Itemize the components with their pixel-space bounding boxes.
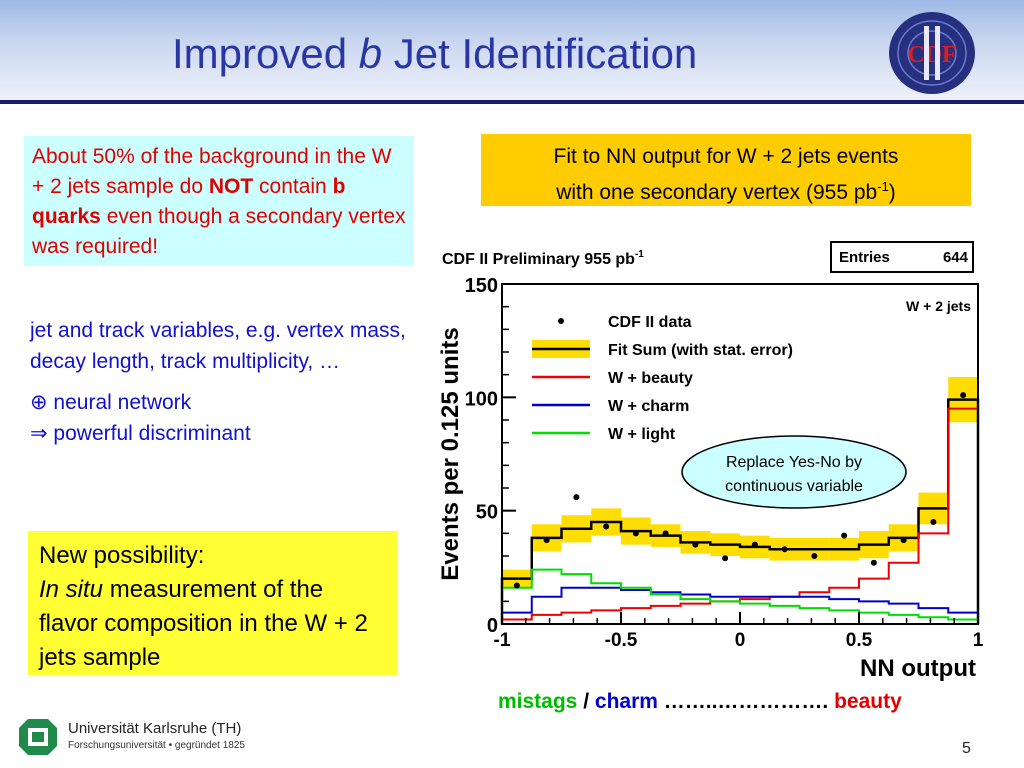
cdf-logo-icon: CDF	[889, 12, 975, 94]
y-tick-label: 0	[487, 615, 498, 637]
legend-label: W + beauty	[608, 370, 693, 387]
data-point	[930, 519, 937, 525]
variables-line: jet and track variables, e.g. vertex mas…	[30, 319, 406, 373]
callout-bubble	[681, 435, 907, 509]
possibility-box: New possibility: In situ measurement of …	[28, 531, 398, 675]
y-tick-label: 150	[465, 275, 498, 297]
slide-title: Improved b Jet Identification	[172, 30, 698, 77]
fit-sum-with-stat-error-histogram	[500, 398, 980, 624]
data-point	[751, 541, 758, 548]
discriminant-line: ⇒ powerful discriminant	[30, 422, 251, 445]
data-point	[573, 494, 580, 501]
w-beauty-histogram	[501, 407, 979, 624]
w-light-histogram	[501, 568, 979, 624]
possibility-body: In situ measurement of the flavor compos…	[39, 576, 368, 671]
neural-network-line: ⊕ neural network	[30, 391, 192, 414]
corner-label: W + 2 jets	[906, 298, 971, 314]
x-tick-label: 0	[735, 630, 746, 651]
legend-label: Fit Sum (with stat. error)	[608, 342, 793, 359]
data-point	[841, 532, 848, 539]
data-point	[781, 546, 788, 553]
data-point	[632, 530, 639, 537]
university-name: Universität Karlsruhe (TH)	[68, 720, 242, 737]
x-tick-label: 0.5	[846, 630, 873, 651]
university-logo-icon	[19, 719, 57, 755]
background-note-box: About 50% of the background in the W + 2…	[24, 136, 414, 266]
x-tick-label: -0.5	[605, 630, 638, 651]
x-tick-label: -1	[494, 630, 511, 651]
data-point	[662, 530, 669, 537]
flavor-scale-text: mistags / charm ……..……………. beauty	[498, 690, 902, 713]
fit-caption-box: Fit to NN output for W + 2 jets events w…	[481, 134, 971, 206]
svg-text:CDF: CDF	[907, 42, 956, 68]
stats-box	[830, 241, 974, 273]
callout-line2: continuous variable	[725, 478, 863, 495]
stats-value: 644	[943, 249, 969, 266]
university-subtitle: Forschungsuniversität • gegründet 1825	[68, 740, 245, 751]
legend-label: CDF II data	[608, 314, 692, 331]
data-point	[513, 582, 520, 589]
callout-line1: Replace Yes-No by	[726, 454, 862, 471]
stats-label: Entries	[839, 249, 890, 266]
data-point	[543, 537, 550, 544]
data-point	[722, 555, 729, 562]
legend-label: W + light	[608, 426, 676, 443]
header-rule	[0, 100, 1024, 104]
w-charm-histogram	[501, 586, 979, 624]
header-band	[0, 0, 1024, 102]
y-tick-label: 100	[465, 388, 498, 410]
data-point	[692, 541, 699, 548]
y-tick-label: 50	[476, 502, 498, 524]
legend-marker	[558, 318, 564, 324]
y-axis-label: Events per 0.125 units	[437, 327, 464, 580]
data-point	[900, 537, 907, 544]
data-point	[811, 553, 818, 559]
variables-text: jet and track variables, e.g. vertex mas…	[30, 315, 416, 449]
x-axis-label: NN output	[860, 655, 976, 682]
legend-label: W + charm	[608, 398, 689, 415]
nn-output-histogram: 0 50 100 150 -1 -0.5 0 0.5 1 CDF II Preliminary …	[437, 241, 984, 682]
page-number: 5	[962, 740, 971, 757]
x-tick-label: 1	[973, 630, 984, 651]
data-point	[870, 559, 877, 566]
data-point	[960, 392, 967, 399]
data-point	[603, 523, 610, 530]
possibility-heading: New possibility:	[39, 542, 205, 569]
chart-title: CDF II Preliminary 955 pb-1	[442, 249, 644, 268]
